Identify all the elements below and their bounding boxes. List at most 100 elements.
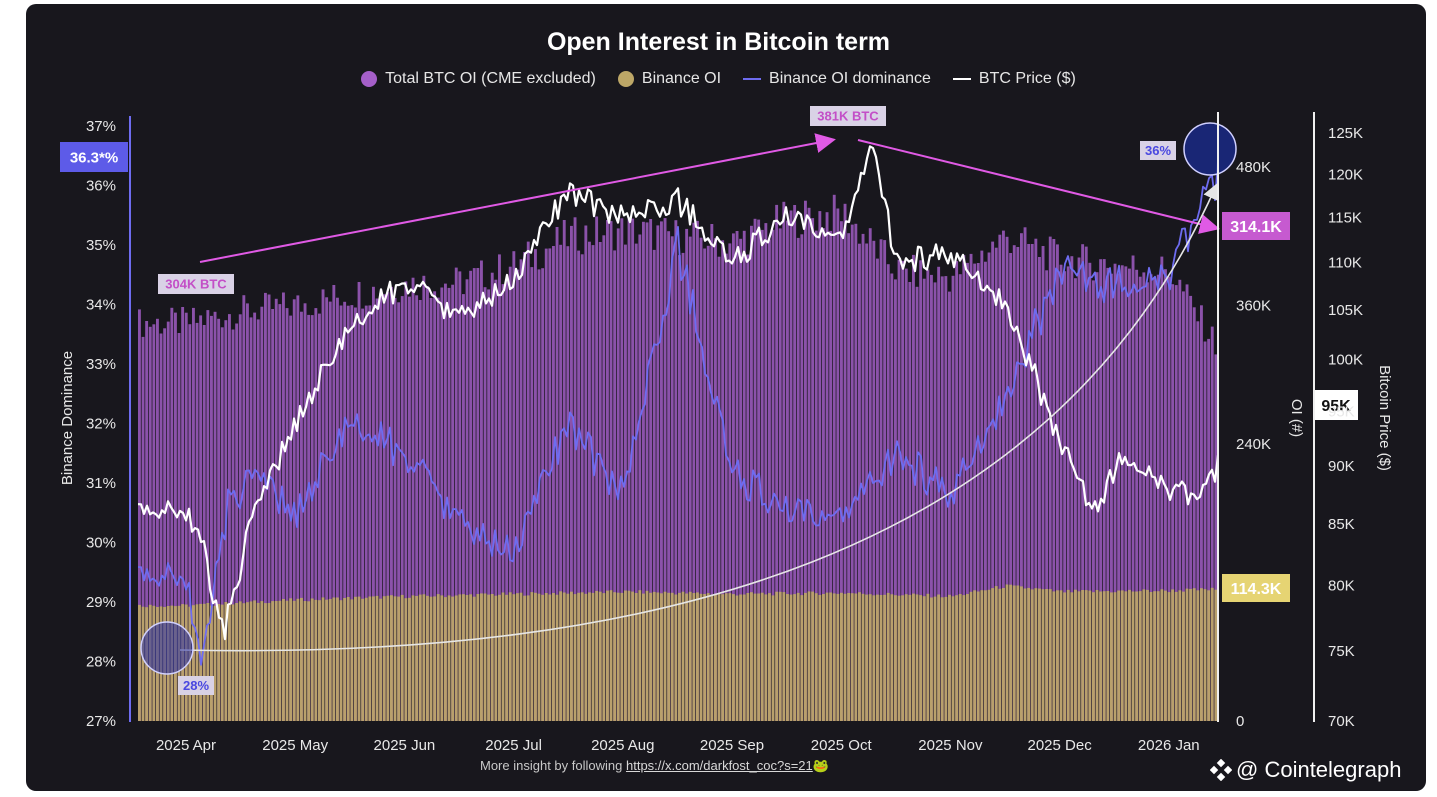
total-oi-bar: [1005, 236, 1009, 721]
binance-oi-bar: [267, 603, 271, 721]
binance-oi-bar: [386, 595, 390, 721]
total-oi-bar: [1020, 233, 1023, 721]
binance-oi-bar: [652, 591, 656, 721]
x-tick: 2025 Jun: [374, 737, 436, 754]
total-oi-bar: [825, 212, 829, 721]
binance-oi-bar: [364, 597, 368, 721]
total-oi-bar: [591, 245, 595, 721]
x-tick: 2025 Apr: [156, 737, 216, 754]
binance-oi-bar: [912, 593, 915, 721]
total-oi-bar: [368, 305, 372, 721]
total-oi-bar: [1164, 269, 1167, 721]
total-oi-bar: [163, 328, 167, 721]
binance-oi-bar: [256, 602, 260, 721]
total-oi-bar: [141, 336, 145, 721]
price-tick: 100K: [1328, 351, 1363, 368]
binance-oi-bar: [1081, 590, 1085, 721]
total-oi-bar: [469, 270, 473, 721]
total-oi-bar: [948, 291, 951, 721]
total-oi-bar: [753, 218, 757, 721]
binance-oi-bar: [498, 594, 501, 721]
total-oi-bar: [832, 194, 836, 721]
total-oi-bar: [1052, 239, 1056, 721]
label-304k: 304K BTC: [165, 277, 227, 292]
binance-oi-bar: [966, 594, 969, 721]
binance-oi-bar: [930, 597, 933, 721]
total-oi-bar: [534, 249, 537, 721]
price-tick: 105K: [1328, 302, 1363, 319]
dominance-tick: 35%: [86, 237, 116, 254]
total-oi-bar: [458, 271, 462, 721]
binance-oi-bar: [789, 594, 793, 721]
total-oi-bar: [307, 314, 311, 721]
binance-oi-bar: [685, 593, 689, 721]
total-oi-bar: [1207, 338, 1211, 721]
total-oi-bar: [357, 282, 361, 721]
total-oi-bar: [667, 231, 671, 721]
total-oi-bar: [735, 231, 739, 721]
total-oi-bar: [1077, 257, 1081, 721]
total-oi-bar: [1113, 263, 1117, 721]
total-oi-bar: [1214, 354, 1218, 721]
binance-oi-bar: [814, 593, 818, 721]
oi-tick: 360K: [1236, 298, 1271, 315]
total-oi-bar: [1203, 341, 1207, 721]
binance-oi-bar: [440, 595, 444, 721]
total-oi-bar: [145, 321, 149, 721]
total-oi-bar: [1196, 321, 1200, 721]
binance-oi-bar: [1192, 588, 1196, 721]
binance-oi-bar: [580, 592, 584, 721]
total-oi-bar: [1084, 246, 1088, 721]
total-oi-bar: [793, 205, 797, 721]
total-oi-bar: [714, 238, 717, 721]
binance-oi-bar: [1153, 591, 1157, 721]
total-oi-bar: [883, 240, 887, 721]
binance-oi-bar: [868, 594, 872, 721]
total-oi-bar: [501, 284, 505, 721]
binance-oi-bar: [620, 592, 624, 721]
total-oi-bar: [1146, 282, 1149, 721]
binance-oi-bar: [490, 594, 494, 721]
total-oi-bar: [717, 256, 721, 721]
footer-link[interactable]: https://x.com/darkfost_coc?s=21: [625, 758, 813, 773]
binance-oi-bar: [271, 601, 275, 721]
binance-oi-bar: [242, 603, 246, 721]
total-oi-bar: [602, 235, 606, 721]
total-oi-bar: [246, 303, 249, 721]
total-oi-bar: [1174, 285, 1178, 721]
binance-oi-bar: [552, 593, 555, 721]
total-oi-bar: [199, 315, 203, 721]
binance-oi-bar: [566, 593, 570, 721]
binance-oi-bar: [357, 596, 361, 721]
total-oi-bar: [663, 218, 667, 721]
total-oi-bar: [818, 211, 822, 721]
binance-oi-bar: [458, 594, 462, 721]
total-oi-bar: [746, 254, 750, 721]
binance-oi-bar: [742, 594, 746, 721]
binance-oi-bar: [901, 595, 905, 721]
total-oi-bar: [390, 286, 393, 721]
x-tick: 2025 Sep: [700, 737, 764, 754]
binance-oi-bar: [285, 600, 289, 721]
total-oi-bar: [937, 266, 941, 721]
binance-oi-bar: [1131, 591, 1135, 721]
oi-tick: 240K: [1236, 436, 1271, 453]
binance-oi-bar: [1171, 589, 1175, 721]
binance-oi-bar: [375, 595, 379, 721]
binance-oi-bar: [249, 601, 253, 721]
price-tick: 70K: [1328, 713, 1355, 730]
binance-oi-bar: [919, 595, 923, 721]
total-oi-bar: [1149, 274, 1153, 721]
binance-oi-bar: [991, 588, 995, 721]
binance-oi-bar: [415, 596, 419, 721]
total-oi-bar: [854, 223, 858, 721]
binance-oi-bar: [379, 598, 383, 721]
oi-tick: 480K: [1236, 159, 1271, 176]
total-oi-bar: [415, 295, 419, 721]
dominance-line-group: [138, 159, 1218, 666]
total-oi-bar: [325, 297, 329, 721]
total-oi-bar: [397, 302, 401, 721]
binance-oi-bar: [951, 596, 955, 721]
low-dominance-circle: [140, 621, 194, 675]
